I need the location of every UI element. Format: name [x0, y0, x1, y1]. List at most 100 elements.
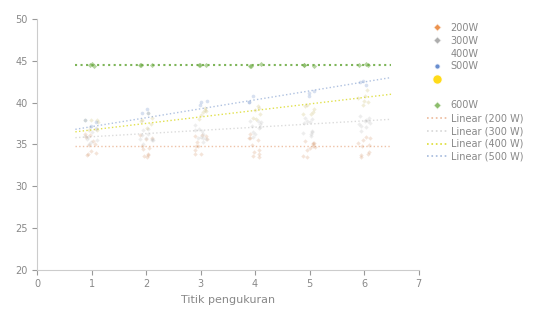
- Point: [361, 118, 370, 124]
- Point: [301, 116, 309, 121]
- Point: [364, 100, 372, 105]
- Point: [87, 62, 96, 67]
- Point: [254, 138, 262, 143]
- Point: [201, 108, 210, 114]
- Point: [144, 145, 153, 150]
- Point: [364, 118, 372, 124]
- Point: [310, 140, 319, 146]
- Point: [307, 116, 316, 122]
- Point: [299, 130, 307, 135]
- Point: [303, 118, 312, 124]
- Point: [147, 115, 156, 120]
- Point: [193, 140, 202, 145]
- Point: [93, 137, 102, 142]
- Point: [147, 62, 156, 68]
- Point: [86, 117, 95, 123]
- Point: [202, 63, 211, 68]
- Point: [137, 110, 146, 116]
- Point: [139, 154, 148, 159]
- Point: [247, 63, 255, 68]
- Point: [191, 151, 199, 156]
- Point: [86, 132, 94, 137]
- Point: [300, 104, 309, 109]
- Point: [310, 88, 319, 93]
- Point: [85, 143, 93, 148]
- Point: [309, 144, 318, 149]
- Point: [195, 116, 203, 121]
- Point: [86, 62, 94, 67]
- Point: [365, 116, 373, 121]
- Point: [143, 125, 151, 130]
- Point: [83, 151, 92, 156]
- Point: [365, 142, 373, 148]
- Point: [194, 136, 203, 141]
- Point: [307, 111, 315, 116]
- Point: [356, 80, 364, 85]
- Point: [198, 139, 207, 144]
- Legend: 200W, 300W, 400W, S00W, , , 600W, Linear (200 W), Linear (300 W), Linear (400 W): 200W, 300W, 400W, S00W, , , 600W, Linear…: [423, 19, 527, 166]
- Point: [202, 137, 211, 142]
- Point: [362, 62, 370, 67]
- Point: [87, 149, 95, 154]
- Point: [250, 108, 259, 113]
- Point: [257, 62, 266, 67]
- Point: [196, 62, 204, 68]
- Point: [356, 114, 364, 119]
- Point: [362, 134, 370, 139]
- Point: [357, 143, 366, 148]
- Point: [254, 151, 263, 156]
- Point: [254, 119, 262, 124]
- Point: [300, 62, 308, 67]
- Point: [203, 137, 211, 142]
- Point: [191, 144, 200, 149]
- Point: [256, 121, 264, 126]
- Point: [86, 124, 95, 129]
- Point: [246, 63, 254, 68]
- Point: [300, 120, 309, 125]
- Point: [89, 63, 98, 68]
- Point: [358, 78, 367, 83]
- Point: [251, 132, 260, 137]
- Point: [254, 154, 263, 159]
- Point: [309, 109, 318, 114]
- Point: [147, 137, 156, 142]
- Point: [201, 106, 210, 111]
- Point: [142, 136, 151, 141]
- Point: [303, 155, 312, 160]
- Point: [364, 63, 372, 68]
- Point: [256, 119, 265, 124]
- Point: [252, 116, 261, 121]
- Point: [81, 117, 90, 122]
- Point: [196, 135, 205, 140]
- Point: [93, 117, 102, 123]
- Point: [146, 122, 155, 127]
- Point: [306, 120, 314, 125]
- Point: [249, 94, 257, 99]
- Point: [354, 95, 363, 100]
- Point: [93, 119, 102, 124]
- Point: [306, 145, 314, 150]
- Point: [305, 90, 314, 95]
- Point: [195, 102, 204, 107]
- Point: [299, 153, 308, 158]
- Point: [92, 119, 100, 124]
- Point: [91, 141, 99, 146]
- Point: [82, 137, 91, 142]
- Point: [249, 115, 258, 120]
- Point: [303, 148, 312, 153]
- Point: [255, 106, 263, 111]
- Point: [202, 133, 211, 139]
- Point: [246, 136, 255, 141]
- Point: [190, 127, 199, 132]
- Point: [364, 151, 372, 156]
- Point: [89, 138, 98, 143]
- Point: [148, 137, 157, 142]
- Point: [308, 129, 317, 134]
- Point: [365, 150, 374, 155]
- Point: [249, 130, 257, 135]
- Point: [82, 134, 91, 140]
- Point: [81, 133, 89, 138]
- Point: [86, 124, 94, 129]
- Point: [81, 118, 89, 123]
- Point: [83, 152, 92, 157]
